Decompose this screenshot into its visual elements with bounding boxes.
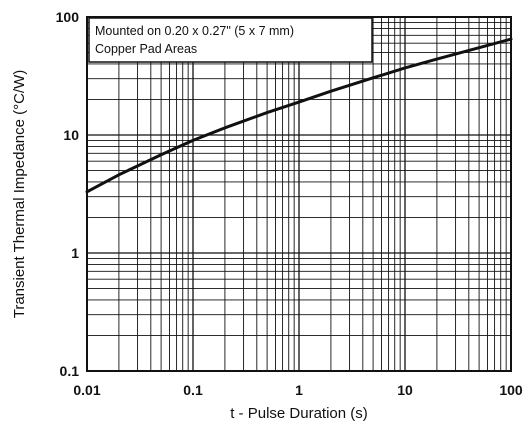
annotation-box: Mounted on 0.20 x 0.27" (5 x 7 mm) Coppe… <box>88 17 373 63</box>
annotation-line-1: Mounted on 0.20 x 0.27" (5 x 7 mm) <box>95 24 294 38</box>
x-tick-label: 1 <box>295 382 303 398</box>
y-axis-title: Transient Thermal Impedance (°C/W) <box>11 70 28 319</box>
thermal-impedance-curve <box>85 37 513 194</box>
series-layer <box>85 37 513 194</box>
x-tick-label: 100 <box>499 382 523 398</box>
grid <box>87 17 511 371</box>
x-tick-label: 10 <box>397 382 413 398</box>
annotation-frame <box>88 17 373 63</box>
annotation-line-2: Copper Pad Areas <box>95 42 197 56</box>
y-tick-label: 1 <box>71 245 79 261</box>
plot-frame <box>86 16 512 372</box>
y-tick-label: 0.1 <box>60 363 80 379</box>
y-tick-label: 10 <box>63 127 79 143</box>
tick-labels: 0.01 0.1 1 10 100 0.1 1 10 100 <box>56 9 523 398</box>
x-tick-label: 0.01 <box>73 382 100 398</box>
x-tick-label: 0.1 <box>183 382 203 398</box>
x-axis-title: t - Pulse Duration (s) <box>230 405 368 422</box>
y-tick-label: 100 <box>56 9 80 25</box>
